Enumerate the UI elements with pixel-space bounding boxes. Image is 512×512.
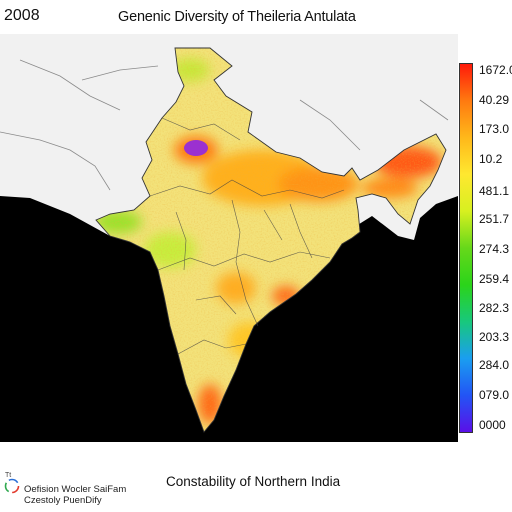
india-outline (95, 47, 447, 433)
state-borders (149, 117, 345, 355)
legend-tick: 284.0 (479, 358, 510, 372)
legend-tick: 1672.0 (479, 63, 512, 77)
credit-line-1: Oefision Wocler SaiFam (24, 484, 127, 495)
hotspot-marker (184, 140, 208, 156)
color-scale-bar (459, 63, 473, 433)
year-label: 2008 (4, 7, 40, 24)
legend-tick: 0000 (479, 418, 506, 432)
legend-tick: 079.0 (479, 388, 510, 402)
legend-tick: 259.4 (479, 272, 510, 286)
organization-logo-icon (4, 478, 20, 494)
neighbor-border (0, 59, 449, 191)
legend-tick: 203.3 (479, 330, 510, 344)
legend-tick: 40.29 (479, 93, 510, 107)
legend-tick: 251.7 (479, 212, 510, 226)
map-subtitle: Constability of Northern India (166, 474, 341, 489)
map-title: Genenic Diversity of Theileria Antulata (118, 9, 356, 25)
heatmap (0, 34, 458, 442)
credit-line-2: Czestoly PuenDify (24, 495, 102, 506)
legend-tick: 274.3 (479, 242, 510, 256)
legend-tick: 10.2 (479, 152, 503, 166)
legend-tick: 282.3 (479, 301, 510, 315)
legend-tick: 481.1 (479, 184, 510, 198)
logo-mark: Tt (5, 472, 12, 479)
legend-tick: 173.0 (479, 122, 510, 136)
